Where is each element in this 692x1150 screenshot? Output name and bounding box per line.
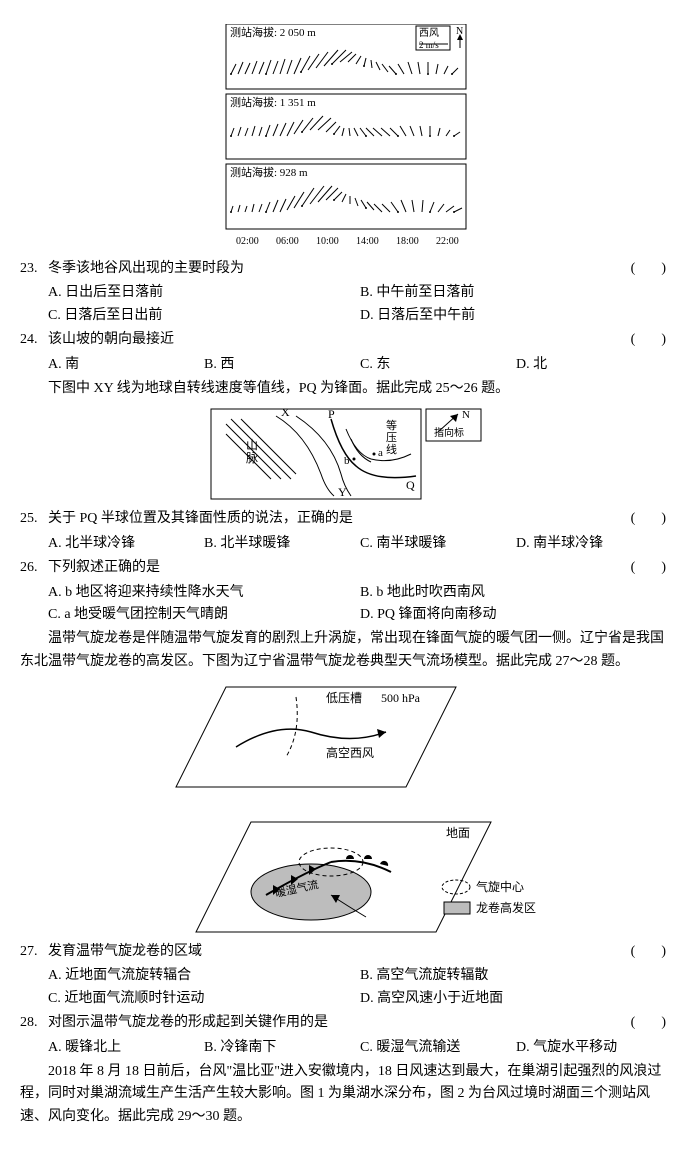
svg-text:线: 线 <box>386 442 397 456</box>
paren: ( ) <box>631 508 672 530</box>
q24-A: A. 南 <box>48 354 204 376</box>
xt4: 18:00 <box>396 236 419 247</box>
q26-stem: 下列叙述正确的是 <box>48 557 631 579</box>
svg-text:P: P <box>328 407 335 421</box>
legend-wind: 西风 <box>419 27 439 39</box>
svg-text:N: N <box>462 409 470 421</box>
q24-D: D. 北 <box>516 354 672 376</box>
intro-29-30: 2018 年 8 月 18 日前后，台风"温比亚"进入安徽境内，18 日风速达到… <box>20 1061 672 1128</box>
q26-options-row2: C. a 地受暖气团控制天气晴朗 D. PQ 锋面将向南移动 <box>48 604 672 626</box>
q26: 26. 下列叙述正确的是 ( ) <box>20 557 672 579</box>
svg-text:脉: 脉 <box>246 450 258 465</box>
q23-D: D. 日落后至中午前 <box>360 305 672 327</box>
q23-options-row2: C. 日落后至日出前 D. 日落后至中午前 <box>48 305 672 327</box>
paren: ( ) <box>631 1012 672 1034</box>
q28-num: 28. <box>20 1012 48 1034</box>
q23-stem: 冬季该地谷风出现的主要时段为 <box>48 258 631 280</box>
svg-text:Q: Q <box>406 478 415 492</box>
compass-label: 指向标 <box>434 426 464 439</box>
legend-center: 气旋中心 <box>476 879 524 894</box>
intro-25-26: 下图中 XY 线为地球自转线速度等值线，PQ 为锋面。据此完成 25～26 题。 <box>20 378 672 400</box>
q23: 23. 冬季该地谷风出现的主要时段为 ( ) <box>20 258 672 280</box>
svg-text:X: X <box>281 405 290 419</box>
surface-label: 地面 <box>446 826 470 840</box>
intro-27-28: 温带气旋龙卷是伴随温带气旋发育的剧烈上升涡旋，常出现在锋面气旋的暖气团一侧。辽宁… <box>20 628 672 673</box>
legend-scale: 2 m/s <box>419 40 439 50</box>
q23-A: A. 日出后至日落前 <box>48 282 360 304</box>
q26-B: B. b 地此时吹西南风 <box>360 582 672 604</box>
q25-C: C. 南半球暖锋 <box>360 533 516 555</box>
q23-num: 23. <box>20 258 48 280</box>
panel2-label: 测站海拔: 1 351 m <box>230 95 316 109</box>
paren: ( ) <box>631 329 672 351</box>
svg-text:a: a <box>378 447 383 459</box>
q27: 27. 发育温带气旋龙卷的区域 ( ) <box>20 941 672 963</box>
legend-zone: 龙卷高发区 <box>476 900 536 915</box>
q27-C: C. 近地面气流顺时针运动 <box>48 988 360 1010</box>
q24-num: 24. <box>20 329 48 351</box>
panel1-label: 测站海拔: 2 050 m <box>230 25 316 39</box>
svg-text:等: 等 <box>386 418 397 432</box>
svg-text:b: b <box>344 455 350 467</box>
q27-A: A. 近地面气流旋转辐合 <box>48 965 360 987</box>
svg-text:山: 山 <box>246 438 258 452</box>
svg-text:压: 压 <box>386 431 397 444</box>
q24-B: B. 西 <box>204 354 360 376</box>
q28-stem: 对图示温带气旋龙卷的形成起到关键作用的是 <box>48 1012 631 1034</box>
q28-D: D. 气旋水平移动 <box>516 1037 672 1059</box>
paren: ( ) <box>631 258 672 280</box>
q27-num: 27. <box>20 941 48 963</box>
q25-num: 25. <box>20 508 48 530</box>
q23-B: B. 中午前至日落前 <box>360 282 672 304</box>
q26-num: 26. <box>20 557 48 579</box>
q23-options-row1: A. 日出后至日落前 B. 中午前至日落前 <box>48 282 672 304</box>
q26-C: C. a 地受暖气团控制天气晴朗 <box>48 604 360 626</box>
cyclone-model-figure: 低压槽 500 hPa 高空西风 地面 暖湿气流 气旋中心 龙卷高发区 <box>20 677 672 937</box>
q28-B: B. 冷锋南下 <box>204 1037 360 1059</box>
q24-stem: 该山坡的朝向最接近 <box>48 329 631 351</box>
q25: 25. 关于 PQ 半球位置及其锋面性质的说法，正确的是 ( ) <box>20 508 672 530</box>
q28-C: C. 暖湿气流输送 <box>360 1037 516 1059</box>
q26-D: D. PQ 锋面将向南移动 <box>360 604 672 626</box>
hpa-label: 500 hPa <box>381 691 421 705</box>
xt1: 06:00 <box>276 236 299 247</box>
q24-C: C. 东 <box>360 354 516 376</box>
q26-A: A. b 地区将迎来持续性降水天气 <box>48 582 360 604</box>
xt3: 14:00 <box>356 236 379 247</box>
q27-options-row2: C. 近地面气流顺时针运动 D. 高空风速小于近地面 <box>48 988 672 1010</box>
xy-pq-figure: N 指向标 山 脉 X Y P Q a b 等 压 线 <box>20 404 672 504</box>
xt2: 10:00 <box>316 236 339 247</box>
q27-options-row1: A. 近地面气流旋转辐合 B. 高空气流旋转辐散 <box>48 965 672 987</box>
paren: ( ) <box>631 941 672 963</box>
q24: 24. 该山坡的朝向最接近 ( ) <box>20 329 672 351</box>
q27-B: B. 高空气流旋转辐散 <box>360 965 672 987</box>
panel3-label: 测站海拔: 928 m <box>230 165 308 179</box>
q27-stem: 发育温带气旋龙卷的区域 <box>48 941 631 963</box>
q28: 28. 对图示温带气旋龙卷的形成起到关键作用的是 ( ) <box>20 1012 672 1034</box>
q26-options-row1: A. b 地区将迎来持续性降水天气 B. b 地此时吹西南风 <box>48 582 672 604</box>
xt5: 22:00 <box>436 236 459 247</box>
q27-D: D. 高空风速小于近地面 <box>360 988 672 1010</box>
q23-C: C. 日落后至日出前 <box>48 305 360 327</box>
q24-options: A. 南 B. 西 C. 东 D. 北 <box>48 354 672 376</box>
wind-station-figure: 测站海拔: 2 050 m 西风 2 m/s N 测站海拔: 1 351 m 测… <box>20 24 672 254</box>
q25-D: D. 南半球冷锋 <box>516 533 672 555</box>
paren: ( ) <box>631 557 672 579</box>
q25-stem: 关于 PQ 半球位置及其锋面性质的说法，正确的是 <box>48 508 631 530</box>
trough-label: 低压槽 <box>326 691 362 705</box>
xt0: 02:00 <box>236 236 259 247</box>
q28-A: A. 暖锋北上 <box>48 1037 204 1059</box>
q25-options: A. 北半球冷锋 B. 北半球暖锋 C. 南半球暖锋 D. 南半球冷锋 <box>48 533 672 555</box>
svg-text:Y: Y <box>338 485 347 499</box>
q25-A: A. 北半球冷锋 <box>48 533 204 555</box>
q28-options: A. 暖锋北上 B. 冷锋南下 C. 暖湿气流输送 D. 气旋水平移动 <box>48 1037 672 1059</box>
q25-B: B. 北半球暖锋 <box>204 533 360 555</box>
upper-wind-label: 高空西风 <box>326 745 374 760</box>
